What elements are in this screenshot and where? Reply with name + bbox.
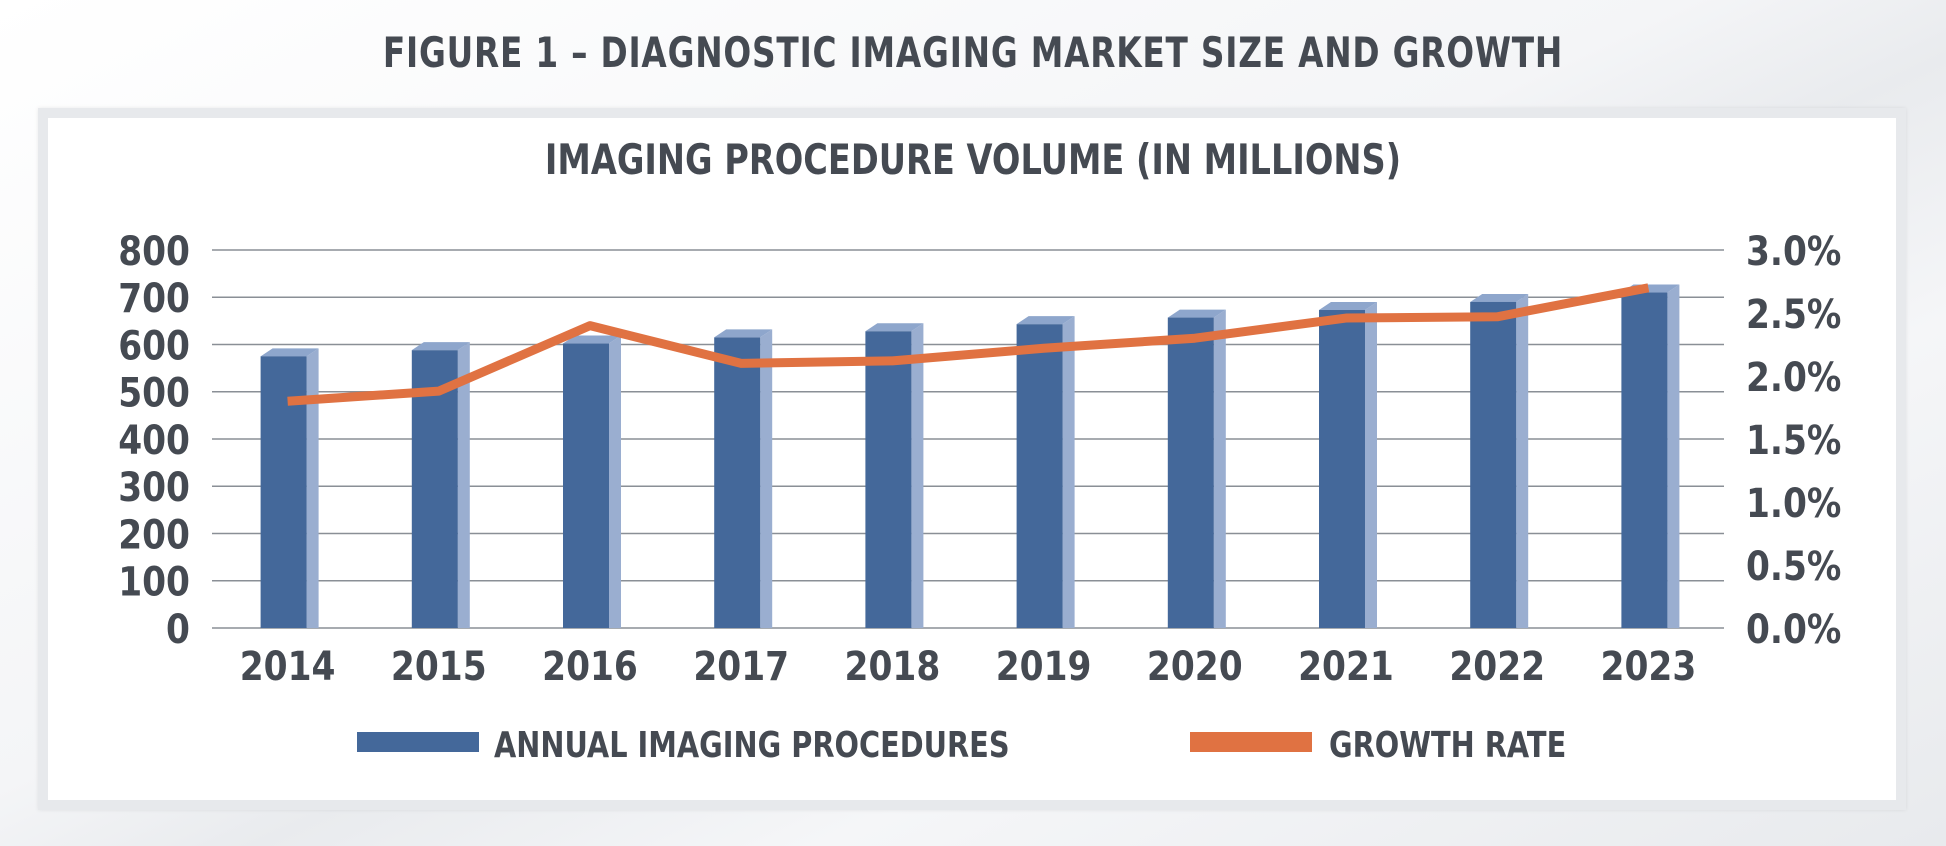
legend: ANNUAL IMAGING PROCEDURES GROWTH RATE <box>357 724 1566 766</box>
y-tick-label: 700 <box>118 275 190 322</box>
y-tick-label: 200 <box>118 511 190 558</box>
y2-tick-label: 3.0% <box>1746 227 1841 274</box>
bar-side <box>1365 302 1377 628</box>
bar <box>563 335 621 628</box>
bar <box>1167 309 1226 628</box>
x-tick-label: 2020 <box>1147 642 1243 689</box>
x-tick-label: 2014 <box>240 642 336 689</box>
x-tick-label: 2023 <box>1601 642 1697 689</box>
right-axis-ticks: 0.0% 0.5% 1.0% 1.5% 2.0% 2.5% 3.0% <box>1746 227 1841 652</box>
bar <box>1016 316 1075 628</box>
bar-top <box>1470 293 1529 302</box>
growth-rate-line <box>287 283 1650 406</box>
x-axis-ticks: 2014 2015 2016 2017 2018 2019 2020 2021 2022 2023 <box>240 642 1697 689</box>
legend-label-line: GROWTH RATE <box>1329 724 1566 766</box>
x-tick-label: 2015 <box>391 642 487 689</box>
y2-tick-label: 0.5% <box>1746 542 1841 589</box>
legend-item-line: GROWTH RATE <box>1190 724 1566 766</box>
y2-tick-label: 1.5% <box>1746 416 1841 463</box>
y2-tick-label: 2.5% <box>1746 290 1841 337</box>
y-tick-label: 600 <box>118 322 190 369</box>
bar-top <box>714 329 773 338</box>
y-tick-label: 300 <box>118 464 190 511</box>
x-tick-label: 2019 <box>996 642 1092 689</box>
legend-swatch-bars <box>357 732 479 752</box>
bar-top <box>260 348 319 357</box>
y-tick-label: 800 <box>118 227 190 274</box>
x-tick-label: 2022 <box>1449 642 1545 689</box>
y-tick-label: 500 <box>118 369 190 416</box>
bar-top <box>1016 316 1075 325</box>
bar-layer <box>260 284 1680 628</box>
y-tick-label: 400 <box>118 416 190 463</box>
bar-top <box>563 335 621 344</box>
y2-tick-label: 1.0% <box>1746 479 1841 526</box>
bar-front <box>1167 317 1214 628</box>
x-tick-label: 2021 <box>1298 642 1394 689</box>
bar-front <box>714 337 761 628</box>
bar <box>1621 284 1680 628</box>
bar-front <box>563 343 609 628</box>
bar-side <box>1213 309 1226 628</box>
bar <box>714 329 773 628</box>
bar-front <box>1016 324 1063 628</box>
chart-panel <box>38 108 1906 810</box>
y-tick-label: 100 <box>118 558 190 605</box>
bar <box>1470 293 1529 628</box>
x-tick-label: 2018 <box>845 642 941 689</box>
bar <box>260 348 319 628</box>
legend-swatch-line <box>1190 732 1312 752</box>
figure-title: FIGURE 1 – DIAGNOSTIC IMAGING MARKET SIZ… <box>382 28 1564 77</box>
bar-side <box>457 342 470 628</box>
bar-front <box>1621 292 1668 628</box>
bar-top <box>865 323 924 332</box>
bar-side <box>1062 316 1075 628</box>
bar-front <box>865 331 912 628</box>
y2-tick-label: 0.0% <box>1746 605 1841 652</box>
bar-side <box>306 348 319 628</box>
bar <box>1319 302 1377 628</box>
y2-tick-label: 2.0% <box>1746 353 1841 400</box>
bar-side <box>911 323 924 628</box>
bar-top <box>1167 309 1226 318</box>
chart-title: IMAGING PROCEDURE VOLUME (IN MILLIONS) <box>545 135 1401 184</box>
x-tick-label: 2017 <box>693 642 789 689</box>
bar-side <box>760 329 773 628</box>
bar-side <box>1667 284 1680 628</box>
bar-side <box>609 335 621 628</box>
bar-front <box>1470 301 1517 628</box>
bar-front <box>1319 310 1365 628</box>
legend-label-bars: ANNUAL IMAGING PROCEDURES <box>494 724 1010 766</box>
line-layer <box>287 283 1650 406</box>
bar <box>865 323 924 628</box>
x-tick-label: 2016 <box>542 642 638 689</box>
y-tick-label: 0 <box>166 605 190 652</box>
bar-top <box>411 342 470 351</box>
bar-side <box>1516 293 1529 628</box>
legend-item-bars: ANNUAL IMAGING PROCEDURES <box>357 724 1010 766</box>
bar-top <box>1319 302 1377 311</box>
